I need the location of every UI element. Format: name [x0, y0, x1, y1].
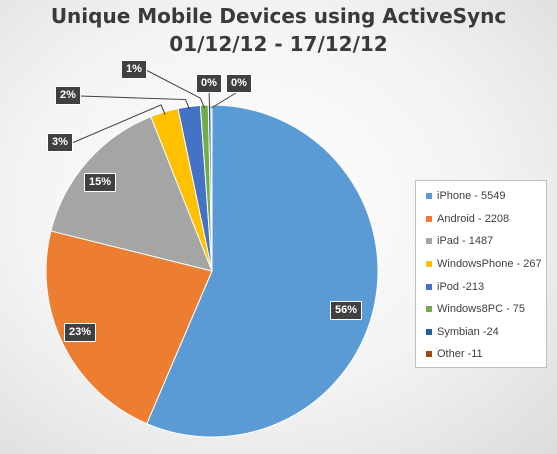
legend-item-ipod: iPod -213: [426, 275, 546, 298]
leader-line-7: [211, 90, 240, 109]
pie-slice-0: [146, 104, 379, 438]
legend-item-ipad: iPad - 1487: [426, 230, 546, 253]
legend-label: Windows8PC - 75: [437, 303, 526, 316]
percent-label-6: 0%: [196, 73, 222, 93]
legend-swatch: [426, 283, 432, 290]
chart-subtitle-date-range: 01/12/12 - 17/12/12: [169, 32, 388, 56]
leader-line-3: [71, 104, 166, 144]
legend-swatch: [426, 193, 432, 200]
legend-swatch: [426, 215, 432, 222]
percent-label-4: 2%: [55, 85, 81, 105]
legend-item-android: Android - 2208: [426, 208, 546, 231]
percent-label-5: 1%: [121, 59, 147, 79]
legend-label: Android - 2208: [437, 212, 510, 225]
leader-line-5: [145, 69, 205, 109]
percent-label-2: 15%: [84, 172, 117, 192]
legend-item-symbian: Symbian -24: [426, 321, 546, 344]
legend-item-windows8pc: Windows8PC - 75: [426, 298, 546, 321]
leader-line-6: [208, 90, 211, 109]
percent-label-1: 23%: [64, 322, 97, 342]
leader-line-4: [79, 95, 190, 110]
legend-label: Other -11: [437, 348, 483, 361]
legend-item-iphone: iPhone - 5549: [426, 185, 546, 208]
legend-label: iPod -213: [437, 280, 485, 293]
legend-item-other: Other -11: [426, 343, 546, 366]
percent-label-7: 0%: [226, 73, 252, 93]
legend-swatch: [426, 261, 432, 268]
percent-label-0: 56%: [330, 300, 363, 320]
legend-label: iPhone - 5549: [437, 190, 506, 203]
chart-title: Unique Mobile Devices using ActiveSync: [50, 4, 507, 28]
legend-swatch: [426, 328, 432, 335]
chart-legend: iPhone - 5549 Android - 2208 iPad - 1487…: [415, 180, 547, 368]
legend-item-windowsphone: WindowsPhone - 267: [426, 253, 546, 276]
legend-label: Symbian -24: [437, 325, 499, 338]
legend-swatch: [426, 351, 432, 358]
pie-slice-2: [50, 116, 213, 272]
legend-label: iPad - 1487: [437, 235, 494, 248]
pie-slice-1: [45, 230, 213, 425]
legend-label: WindowsPhone - 267: [437, 258, 542, 271]
pie-slice-7: [210, 104, 213, 272]
legend-swatch: [426, 306, 432, 313]
legend-swatch: [426, 238, 432, 245]
percent-label-3: 3%: [47, 132, 73, 152]
